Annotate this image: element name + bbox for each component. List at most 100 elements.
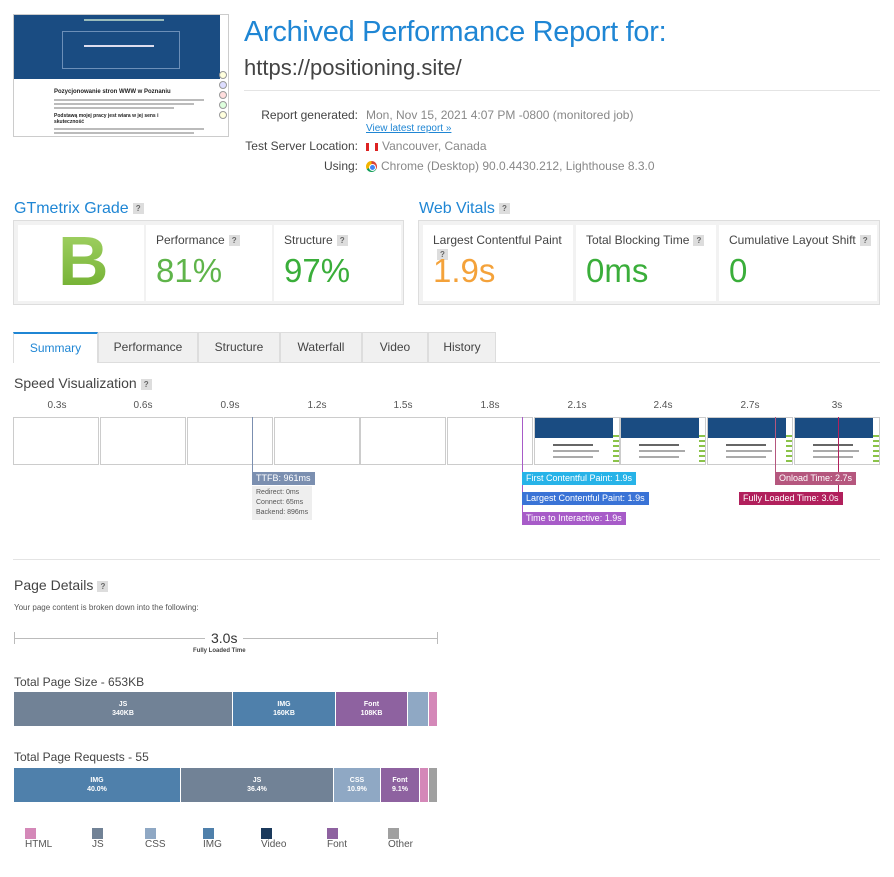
help-icon[interactable]: ?	[693, 235, 705, 247]
tab-history[interactable]: History	[428, 332, 496, 362]
using: Chrome (Desktop) 90.0.4430.212, Lighthou…	[366, 159, 655, 173]
page-screenshot-thumbnail: Pozycjonowanie stron WWW w Poznaniu Pods…	[13, 14, 229, 137]
segment-css	[408, 692, 429, 726]
lcp-cell: Largest Contentful Paint? 1.9s	[423, 225, 573, 301]
legend-item-img: IMG	[203, 828, 222, 850]
connect-time: Connect: 65ms	[256, 499, 304, 506]
filmstrip-frame[interactable]	[13, 417, 99, 465]
cls-value: 0	[729, 252, 748, 289]
fully-loaded-tag: Fully Loaded Time: 3.0s	[739, 492, 843, 505]
performance-value: 81%	[156, 252, 223, 289]
backend-time: Backend: 896ms	[256, 509, 309, 516]
segment-font: Font 9.1%	[381, 768, 420, 802]
legend-item-other: Other	[388, 828, 413, 850]
filmstrip-frame[interactable]	[274, 417, 360, 465]
thumbnail-sidebar-icons	[218, 69, 228, 136]
time-label: 0.9s	[220, 400, 240, 411]
legend-label: IMG	[203, 839, 222, 851]
web-vitals-card: Largest Contentful Paint? 1.9s Total Blo…	[418, 220, 880, 305]
legend-label: Font	[327, 839, 348, 851]
tab-video[interactable]: Video	[362, 332, 428, 362]
header-divider	[244, 90, 880, 91]
cls-label: Cumulative Layout Shift?	[729, 233, 871, 247]
segment-font: Font 108KB	[336, 692, 408, 726]
filmstrip-frame[interactable]	[534, 417, 620, 465]
tab-waterfall[interactable]: Waterfall	[280, 332, 362, 362]
filmstrip-frame[interactable]	[707, 417, 793, 465]
help-icon[interactable]: ?	[140, 378, 152, 390]
help-icon[interactable]: ?	[97, 580, 109, 592]
help-icon[interactable]: ?	[859, 235, 871, 247]
filmstrip-frame[interactable]	[187, 417, 273, 465]
page-size-bar: JS 340KB IMG 160KB Font 108KB	[14, 692, 438, 726]
legend-swatch	[261, 828, 272, 839]
server-location-label: Test Server Location:	[245, 139, 358, 153]
help-icon[interactable]: ?	[437, 249, 448, 261]
thumbnail-heading: Pozycjonowanie stron WWW w Poznaniu	[54, 89, 171, 95]
legend-swatch	[25, 828, 36, 839]
time-label: 1.8s	[480, 400, 500, 411]
tab-performance[interactable]: Performance	[98, 332, 198, 362]
thumbnail-subheading: Podstawą mojej pracy jest wiara w jej se…	[54, 113, 159, 125]
legend-swatch	[388, 828, 399, 839]
gtmetrix-grade-title: GTmetrix Grade	[14, 200, 129, 217]
help-icon[interactable]: ?	[132, 203, 144, 215]
help-icon[interactable]: ?	[336, 235, 348, 247]
report-generated-value: Mon, Nov 15, 2021 4:07 PM -0800 (monitor…	[366, 108, 634, 122]
time-label: 2.4s	[653, 400, 673, 411]
report-title: Archived Performance Report for:	[244, 16, 667, 48]
grade-box: B	[18, 222, 144, 301]
page-requests-bar: IMG 40.0% JS 36.4% CSS 10.9% Font 9.1%	[14, 768, 438, 802]
thumbnail-hero	[14, 15, 220, 79]
view-latest-report-link[interactable]: View latest report »	[366, 123, 452, 134]
page-details-intro: Your page content is broken down into th…	[14, 603, 199, 612]
using-value: Chrome (Desktop) 90.0.4430.212, Lighthou…	[381, 159, 655, 173]
segment-html	[420, 768, 429, 802]
chrome-icon	[366, 161, 377, 173]
time-label: 0.6s	[133, 400, 153, 411]
gtmetrix-grade-heading: GTmetrix Grade?	[14, 200, 144, 218]
performance-label: Performance?	[156, 233, 240, 247]
tbt-label: Total Blocking Time?	[586, 233, 705, 247]
fully-loaded-label: Fully Loaded Time	[193, 648, 246, 654]
onload-marker-line	[775, 417, 776, 473]
speed-visualization-heading: Speed Visualization?	[14, 375, 152, 391]
ttfb-marker-line	[252, 417, 253, 473]
segment-js: JS 36.4%	[181, 768, 334, 802]
filmstrip-frame[interactable]	[794, 417, 880, 465]
legend-swatch	[203, 828, 214, 839]
filmstrip-frame[interactable]	[360, 417, 446, 465]
legend-label: JS	[92, 839, 104, 851]
tbt-cell: Total Blocking Time? 0ms	[576, 225, 716, 301]
using-label: Using:	[323, 159, 358, 173]
segment-js: JS 340KB	[14, 692, 233, 726]
structure-label: Structure?	[284, 233, 348, 247]
filmstrip-frame[interactable]	[447, 417, 533, 465]
cls-cell: Cumulative Layout Shift? 0	[719, 225, 877, 301]
fcp-marker-line	[522, 417, 523, 520]
report-url: https://positioning.site/	[244, 55, 462, 80]
tab-structure[interactable]: Structure	[198, 332, 280, 362]
filmstrip-frame[interactable]	[620, 417, 706, 465]
filmstrip-frame[interactable]	[100, 417, 186, 465]
section-divider	[13, 559, 880, 560]
ttfb-tag: TTFB: 961ms	[252, 472, 315, 485]
legend-swatch	[145, 828, 156, 839]
structure-cell: Structure? 97%	[274, 225, 401, 301]
legend-item-js: JS	[92, 828, 109, 850]
speed-visualization-title: Speed Visualization	[14, 375, 137, 391]
time-label: 3s	[831, 400, 843, 411]
legend-item-html: HTML	[25, 828, 52, 850]
fully-loaded-marker-line	[838, 417, 839, 493]
help-icon[interactable]: ?	[228, 235, 240, 247]
help-icon[interactable]: ?	[498, 203, 510, 215]
fcp-tag: First Contentful Paint: 1.9s	[522, 472, 637, 485]
segment-img: IMG 40.0%	[14, 768, 181, 802]
page-details-title: Page Details	[14, 577, 94, 593]
tab-summary[interactable]: Summary	[13, 332, 98, 363]
tbt-value: 0ms	[586, 252, 649, 289]
legend-swatch	[92, 828, 103, 839]
legend-item-video: Video	[261, 828, 286, 850]
lcp-tag: Largest Contentful Paint: 1.9s	[522, 492, 649, 505]
legend-label: HTML	[25, 839, 53, 851]
